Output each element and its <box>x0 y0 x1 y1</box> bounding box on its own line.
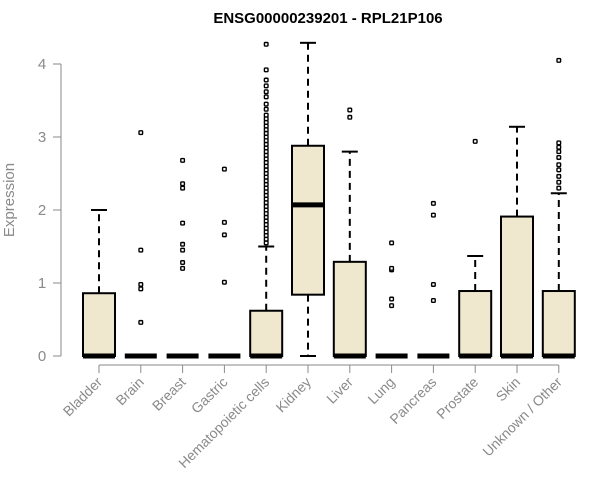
x-tick-label: Skin <box>493 374 524 405</box>
iqr-box <box>541 290 576 357</box>
outlier-point <box>263 77 269 83</box>
outlier-point <box>263 106 269 112</box>
outlier-point <box>389 240 395 246</box>
outlier-point <box>180 185 186 191</box>
outlier-point <box>221 219 227 225</box>
outlier-point <box>472 138 478 144</box>
outlier-point <box>180 241 186 247</box>
box-gastric <box>208 166 241 359</box>
outlier-point <box>389 265 395 271</box>
box-prostate <box>458 138 493 359</box>
outlier-point <box>138 281 144 287</box>
outlier-point <box>221 166 227 172</box>
y-tick-label: 3 <box>38 129 46 146</box>
outlier-point <box>263 94 269 100</box>
x-tick-label: Kidney <box>273 374 315 416</box>
y-tick-label: 1 <box>38 275 46 292</box>
y-tick-label: 0 <box>38 348 46 365</box>
box-breast <box>166 157 199 359</box>
x-tick-label: Breast <box>149 374 189 414</box>
iqr-box <box>332 260 367 357</box>
x-tick-label: Unknown / Other <box>479 374 565 460</box>
outlier-point <box>556 57 562 63</box>
outlier-point <box>430 298 436 304</box>
box-pancreas <box>417 200 450 359</box>
outlier-point <box>221 232 227 238</box>
outlier-point <box>430 212 436 218</box>
y-tick-label: 2 <box>38 202 46 219</box>
outlier-point <box>180 181 186 187</box>
outlier-point <box>180 220 186 226</box>
outlier-point <box>556 140 562 146</box>
box-unknown-other <box>541 57 576 359</box>
y-axis: 0 1 2 3 4 <box>38 56 62 365</box>
outlier-point <box>263 101 269 107</box>
outlier-point <box>180 260 186 266</box>
outlier-point <box>180 247 186 253</box>
outlier-point <box>389 296 395 302</box>
outlier-point <box>180 157 186 163</box>
outlier-point <box>556 179 562 185</box>
x-tick-label: Brain <box>112 374 146 408</box>
outlier-point <box>263 67 269 73</box>
chart-title: ENSG00000239201 - RPL21P106 <box>213 10 442 27</box>
outlier-point <box>389 303 395 309</box>
outlier-point <box>263 112 269 118</box>
outlier-point <box>180 265 186 271</box>
outlier-point <box>221 279 227 285</box>
box-skin <box>500 125 534 359</box>
box-liver <box>332 107 367 359</box>
outlier-point <box>138 130 144 136</box>
iqr-box <box>500 215 534 357</box>
outlier-point <box>347 107 353 113</box>
outlier-point <box>556 173 562 179</box>
iqr-box <box>249 309 284 357</box>
box-brain <box>124 130 157 359</box>
x-tick-label: Bladder <box>60 374 106 420</box>
outlier-point <box>138 286 144 292</box>
outlier-point <box>263 83 269 89</box>
outlier-point <box>138 247 144 253</box>
x-tick-label: Lung <box>364 374 397 407</box>
outlier-point <box>556 185 562 191</box>
box-lung <box>375 240 408 359</box>
y-axis-label: Expression <box>1 163 18 237</box>
outlier-point <box>138 319 144 325</box>
outlier-point <box>430 200 436 206</box>
outlier-point <box>556 167 562 173</box>
outlier-point <box>347 114 353 120</box>
outlier-point <box>556 162 562 168</box>
outlier-point <box>556 144 562 150</box>
x-tick-label: Prostate <box>433 374 481 422</box>
iqr-box <box>82 292 116 357</box>
outlier-point <box>263 89 269 95</box>
box-bladder <box>82 209 116 359</box>
outlier-point <box>430 281 436 287</box>
outlier-point <box>556 154 562 160</box>
outlier-point <box>263 41 269 47</box>
iqr-box <box>458 290 493 357</box>
plot-area <box>82 41 576 359</box>
x-tick-label: Liver <box>323 374 356 407</box>
box-kidney <box>291 41 325 357</box>
y-tick-label: 4 <box>38 56 46 73</box>
box-hematopoietic-cells <box>249 41 284 359</box>
outlier-point <box>556 149 562 155</box>
iqr-box <box>291 144 325 296</box>
